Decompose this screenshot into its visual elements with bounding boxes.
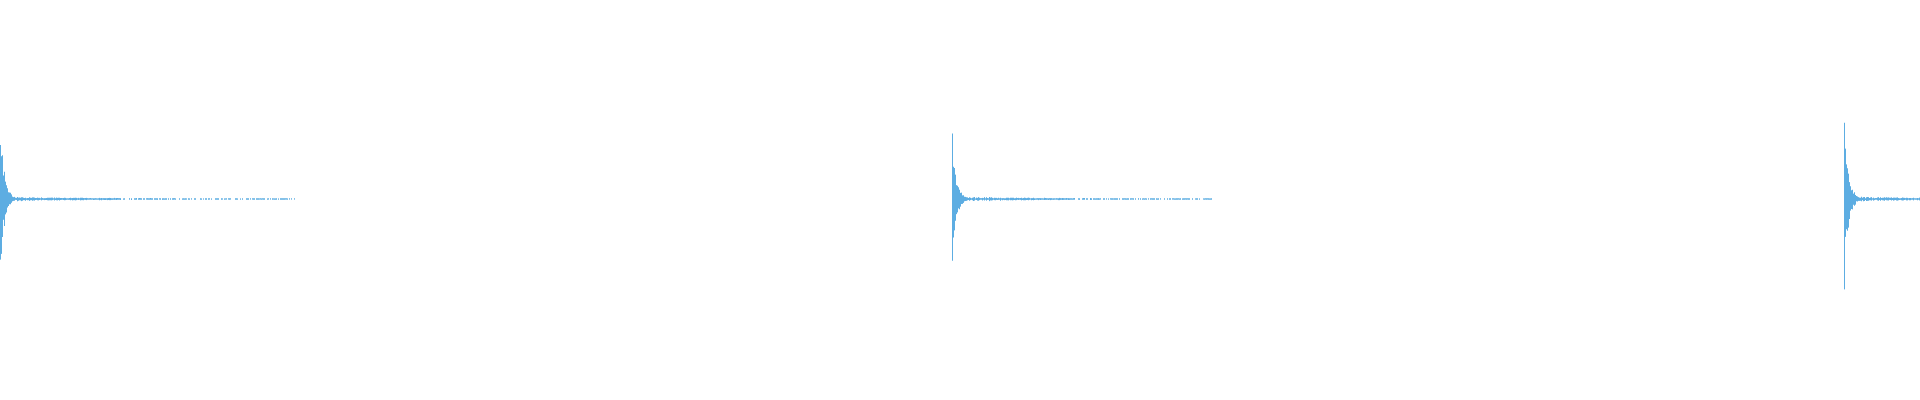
transient-2 (952, 133, 1212, 261)
transient-3 (1844, 122, 1920, 290)
waveform-marks (0, 122, 1920, 290)
waveform-path (0, 145, 295, 260)
transient-1 (0, 145, 295, 260)
waveform-path (952, 133, 1212, 261)
waveform-path (1844, 122, 1920, 290)
